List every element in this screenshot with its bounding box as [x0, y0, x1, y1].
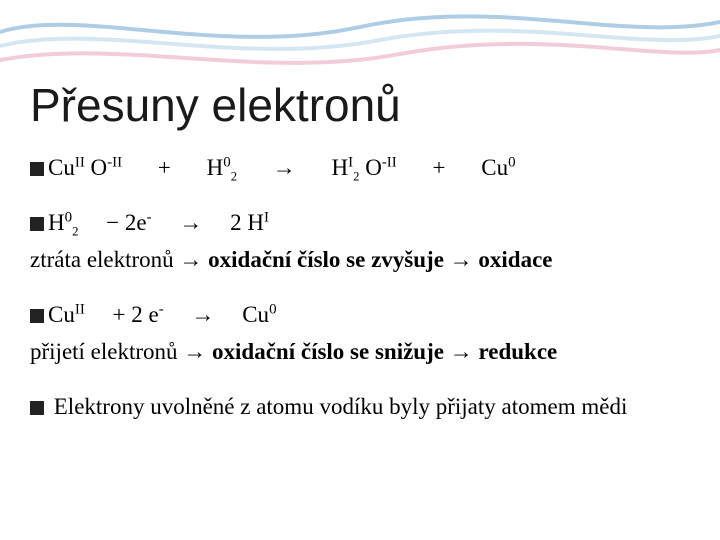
eq1-cu: Cu	[48, 155, 75, 180]
eq2-texta: ztráta elektronů →	[30, 247, 208, 272]
eq2-2hi: 2 H	[230, 210, 264, 235]
decorative-waves	[0, 0, 720, 90]
eq2-2hi-sup: I	[264, 209, 269, 225]
eq1-o1: O	[91, 155, 108, 180]
eq1-arrow: →	[273, 155, 296, 180]
eq1-plus2: +	[433, 155, 446, 180]
eq1-cu-sup: II	[75, 154, 85, 170]
eq3-textb: oxidační číslo se snižuje → redukce	[212, 339, 557, 364]
wave-3	[0, 42, 720, 65]
eq3-texta: přijetí elektronů →	[30, 339, 212, 364]
wave-1	[0, 14, 720, 39]
summary-text: Elektrony uvolněné z atomu vodíku byly p…	[48, 394, 627, 419]
eq2-textb: oxidační číslo se zvyšuje → oxidace	[208, 247, 552, 272]
slide-title: Přesuny elektronů	[30, 78, 690, 132]
equation-1: CuII O-II + H02 → HI2 O-II + Cu0	[30, 152, 690, 183]
eq1-h0-sub: 2	[231, 170, 237, 184]
eq1-o2-sup: -II	[382, 154, 397, 170]
eq2-line1: H02 − 2e- → 2 HI	[30, 207, 690, 238]
eq3-cu0-sup: 0	[269, 301, 276, 317]
eq1-h1-sup: I	[348, 154, 353, 170]
eq1-h0-sup: 0	[223, 154, 230, 170]
eq2-h0: H	[48, 210, 65, 235]
bullet-icon	[30, 309, 44, 323]
eq1-plus1: +	[158, 155, 171, 180]
eq2-line2: ztráta elektronů → oxidační číslo se zvy…	[30, 244, 690, 275]
slide: Přesuny elektronů CuII O-II + H02 → HI2 …	[0, 0, 720, 540]
summary-line: Elektrony uvolněné z atomu vodíku byly p…	[30, 391, 690, 422]
wave-2	[0, 29, 720, 51]
eq1-cu0: Cu	[481, 155, 508, 180]
eq3-cu-sup: II	[75, 301, 85, 317]
bullet-icon	[30, 162, 44, 176]
eq3-plus2e: + 2 e	[113, 302, 159, 327]
eq1-cu0-sup: 0	[508, 154, 515, 170]
eq1-h0: H	[207, 155, 224, 180]
eq1-h1-sub: 2	[353, 170, 359, 184]
eq1-o2: O	[365, 155, 382, 180]
equation-3: CuII + 2 e- → Cu0 přijetí elektronů → ox…	[30, 299, 690, 367]
bullet-icon	[30, 401, 44, 415]
eq3-cu0: Cu	[242, 302, 269, 327]
summary: Elektrony uvolněné z atomu vodíku byly p…	[30, 391, 690, 422]
eq1-line: CuII O-II + H02 → HI2 O-II + Cu0	[30, 152, 690, 183]
eq2-h0-sub: 2	[72, 225, 78, 239]
eq1-h1: H	[332, 155, 349, 180]
eq3-cu: Cu	[48, 302, 75, 327]
eq3-plus2e-sup: -	[159, 301, 164, 317]
eq3-line2: přijetí elektronů → oxidační číslo se sn…	[30, 336, 690, 367]
eq2-h0-sup: 0	[65, 209, 72, 225]
eq3-arrow: →	[191, 302, 214, 327]
eq1-o1-sup: -II	[107, 154, 122, 170]
eq3-line1: CuII + 2 e- → Cu0	[30, 299, 690, 330]
eq2-minus2e-sup: -	[147, 209, 152, 225]
equation-2: H02 − 2e- → 2 HI ztráta elektronů → oxid…	[30, 207, 690, 275]
eq2-arrow: →	[179, 210, 202, 235]
bullet-icon	[30, 217, 44, 231]
eq2-minus2e: − 2e	[106, 210, 146, 235]
